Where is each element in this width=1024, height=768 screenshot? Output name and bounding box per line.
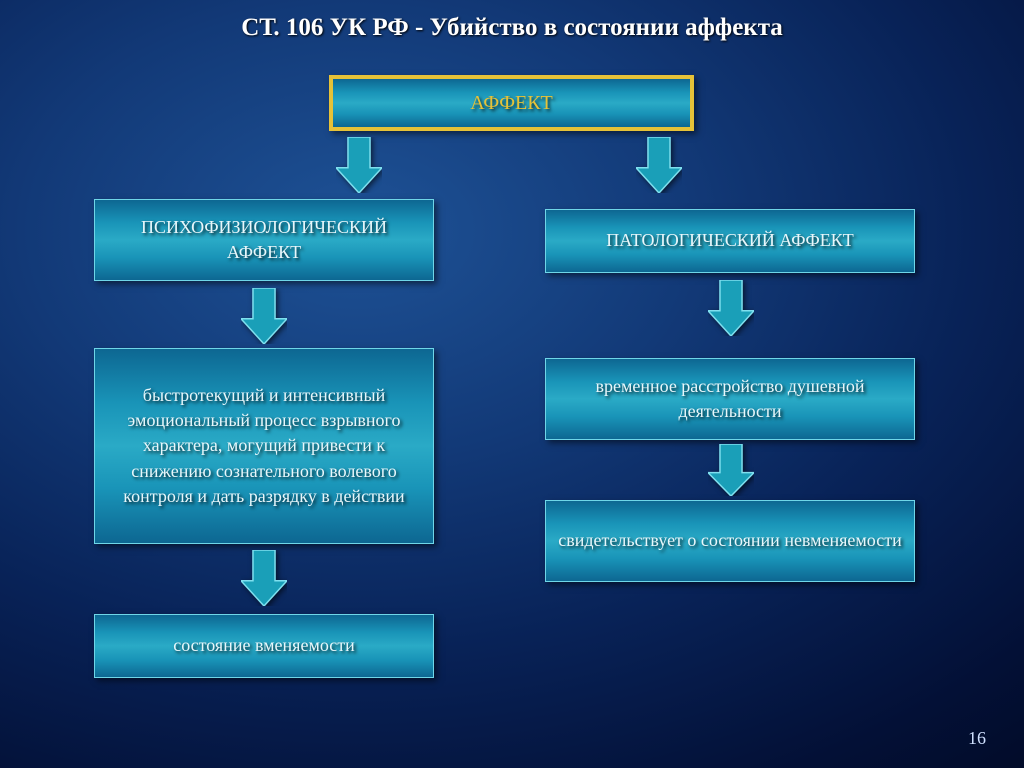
node-root: АФФЕКТ [329, 75, 694, 131]
page-number: 16 [968, 728, 986, 749]
node-root-label: АФФЕКТ [470, 89, 553, 117]
node-right-definition: временное расстройство душевной деятельн… [545, 358, 915, 440]
node-pathological: ПАТОЛОГИЧЕСКИЙ АФФЕКТ [545, 209, 915, 273]
node-left3-label: состояние вменяемости [173, 633, 355, 658]
arrow-down-icon [336, 137, 382, 193]
node-right3-label: свидетельствует о состоянии невменяемост… [558, 528, 902, 553]
node-right2-label: временное расстройство душевной деятельн… [558, 374, 902, 424]
node-left1-label: ПСИХОФИЗИОЛОГИЧЕСКИЙ АФФЕКТ [107, 215, 421, 265]
slide-title: СТ. 106 УК РФ - Убийство в состоянии афф… [0, 14, 1024, 42]
node-psychophysiological: ПСИХОФИЗИОЛОГИЧЕСКИЙ АФФЕКТ [94, 199, 434, 281]
node-right1-label: ПАТОЛОГИЧЕСКИЙ АФФЕКТ [606, 228, 853, 253]
slide: СТ. 106 УК РФ - Убийство в состоянии афф… [0, 0, 1024, 768]
arrow-down-icon [636, 137, 682, 193]
arrow-down-icon [708, 444, 754, 496]
node-left2-label: быстротекущий и интенсивный эмоциональны… [107, 383, 421, 509]
arrow-down-icon [241, 288, 287, 344]
node-left-definition: быстротекущий и интенсивный эмоциональны… [94, 348, 434, 544]
node-left-consequence: состояние вменяемости [94, 614, 434, 678]
arrow-down-icon [241, 550, 287, 606]
arrow-down-icon [708, 280, 754, 336]
node-right-consequence: свидетельствует о состоянии невменяемост… [545, 500, 915, 582]
